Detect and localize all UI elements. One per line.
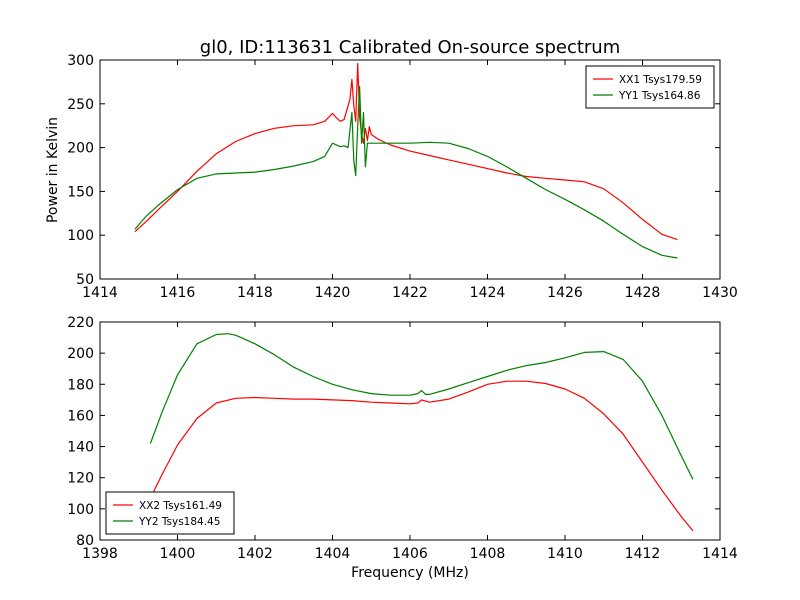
top-x-tick-label: 1418 (237, 285, 273, 301)
bottom-y-tick-label: 160 (67, 408, 94, 424)
top-x-tick-label: 1426 (547, 285, 583, 301)
top-y-tick-label: 100 (67, 228, 94, 244)
bottom-x-tick-label: 1402 (237, 546, 273, 562)
bottom-x-tick-label: 1410 (547, 546, 583, 562)
bottom-y-tick-label: 120 (67, 471, 94, 487)
bottom-legend-label-1: XX2 Tsys161.49 (139, 500, 222, 512)
top-legend-box (585, 65, 715, 109)
top-y-tick-label: 200 (67, 141, 94, 157)
top-plot: 1414 1416 1418 1420 1422 1424 1426 1428 1430 50 10… (67, 53, 738, 301)
top-y-tick-label: 50 (76, 272, 94, 288)
bottom-y-tick-label: 200 (67, 346, 94, 362)
top-x-tick-label: 1416 (160, 285, 196, 301)
top-series-line-2 (134, 85, 678, 259)
bottom-series-line-1 (149, 380, 694, 532)
bottom-x-tick-label: 1398 (82, 546, 118, 562)
bottom-x-tick-label: 1400 (160, 546, 196, 562)
bottom-x-tick-label: 1414 (702, 546, 738, 562)
top-legend-label-1: XX1 Tsys179.59 (619, 74, 702, 86)
bottom-x-tick-label: 1408 (470, 546, 506, 562)
x-axis-label-bottom: Frequency (MHz) (351, 565, 469, 581)
top-y-tick-label: 150 (67, 184, 94, 200)
top-legend-label-2: YY1 Tsys164.86 (618, 90, 701, 102)
bottom-x-tick-label: 1404 (315, 546, 351, 562)
top-x-tick-label: 1430 (702, 285, 738, 301)
top-x-tick-label: 1428 (625, 285, 661, 301)
bottom-x-tick-label: 1412 (625, 546, 661, 562)
bottom-y-tick-label: 220 (67, 315, 94, 331)
bottom-y-tick-label: 100 (67, 502, 94, 518)
bottom-y-tick-label: 180 (67, 377, 94, 393)
top-x-tick-label: 1424 (470, 285, 506, 301)
chart-title: gl0, ID:113631 Calibrated On-source spec… (200, 37, 620, 58)
top-y-tick-label: 300 (67, 53, 94, 69)
bottom-legend-box (105, 491, 235, 535)
y-axis-label-top: Power in Kelvin (45, 117, 61, 223)
top-x-tick-label: 1420 (315, 285, 351, 301)
bottom-plot: 1398 1400 1402 1404 1406 1408 1410 1412 1414 80 10… (67, 315, 738, 562)
bottom-y-tick-label: 80 (76, 533, 94, 549)
top-x-tick-label: 1422 (392, 285, 428, 301)
bottom-series-line-2 (149, 333, 694, 480)
bottom-y-tick-label: 140 (67, 440, 94, 456)
top-x-tick-label: 1414 (82, 285, 118, 301)
bottom-x-tick-label: 1406 (392, 546, 428, 562)
top-y-tick-label: 250 (67, 97, 94, 113)
bottom-legend-label-2: YY2 Tsys184.45 (138, 516, 220, 528)
